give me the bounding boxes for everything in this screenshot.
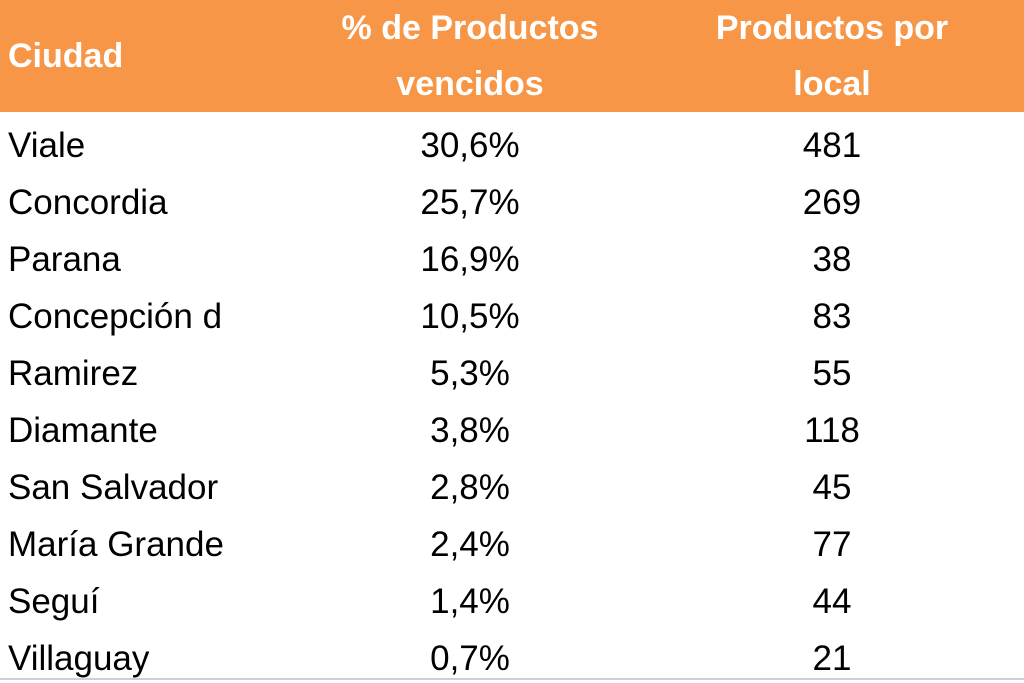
- table-row: Diamante 3,8% 118: [0, 402, 1024, 459]
- cell-products: 83: [812, 297, 852, 336]
- table-body: Viale 30,6% 481 Concordia 25,7% 269 Para…: [0, 117, 1024, 683]
- cell-products: 45: [812, 468, 852, 507]
- cell-pct: 30,6%: [420, 126, 520, 165]
- cell-pct: 3,8%: [430, 411, 510, 450]
- header-products-per-store: Productos por local: [640, 0, 1024, 112]
- header-prod-line1: Productos por: [715, 9, 949, 47]
- cell-city: Seguí: [8, 582, 100, 621]
- cell-city: Concepción d: [8, 297, 223, 336]
- table-row: Villaguay 0,7% 21: [0, 630, 1024, 683]
- cell-city: Viale: [8, 126, 86, 165]
- cell-products: 38: [812, 240, 852, 279]
- cell-city: Villaguay: [8, 639, 150, 678]
- cell-city: Ramirez: [8, 354, 139, 393]
- cell-pct: 2,8%: [430, 468, 510, 507]
- table-row: María Grande 2,4% 77: [0, 516, 1024, 573]
- header-pct-expired: % de Productos vencidos: [300, 0, 640, 112]
- table-header: Ciudad % de Productos vencidos Productos…: [0, 0, 1024, 112]
- table-row: Ramirez 5,3% 55: [0, 345, 1024, 402]
- cell-pct: 10,5%: [420, 297, 520, 336]
- header-pct-line2: vencidos: [396, 65, 544, 103]
- cell-city: Concordia: [8, 183, 168, 222]
- table-row: Viale 30,6% 481: [0, 117, 1024, 174]
- table-row: San Salvador 2,8% 45: [0, 459, 1024, 516]
- cell-pct: 0,7%: [430, 639, 510, 678]
- cell-city: Diamante: [8, 411, 158, 450]
- cell-products: 77: [812, 525, 852, 564]
- table-bottom-border: [0, 678, 1024, 680]
- table-row: Seguí 1,4% 44: [0, 573, 1024, 630]
- cell-city: María Grande: [8, 525, 224, 564]
- cell-city: San Salvador: [8, 468, 219, 507]
- cell-city: Parana: [8, 240, 121, 279]
- table-row: Concordia 25,7% 269: [0, 174, 1024, 231]
- cell-pct: 5,3%: [430, 354, 510, 393]
- cell-pct: 1,4%: [430, 582, 510, 621]
- cell-pct: 25,7%: [420, 183, 520, 222]
- table-row: Concepción d 10,5% 83: [0, 288, 1024, 345]
- cell-products: 21: [812, 639, 852, 678]
- cell-products: 55: [812, 354, 852, 393]
- table-row: Parana 16,9% 38: [0, 231, 1024, 288]
- header-city-label: Ciudad: [8, 37, 124, 75]
- header-city: Ciudad: [0, 0, 300, 112]
- cell-pct: 2,4%: [430, 525, 510, 564]
- cell-products: 269: [802, 183, 862, 222]
- cell-products: 481: [802, 126, 862, 165]
- header-prod-line2: local: [793, 65, 871, 103]
- cell-products: 118: [804, 411, 860, 450]
- cell-pct: 16,9%: [420, 240, 520, 279]
- header-pct-line1: % de Productos: [341, 9, 599, 47]
- cell-products: 44: [812, 582, 852, 621]
